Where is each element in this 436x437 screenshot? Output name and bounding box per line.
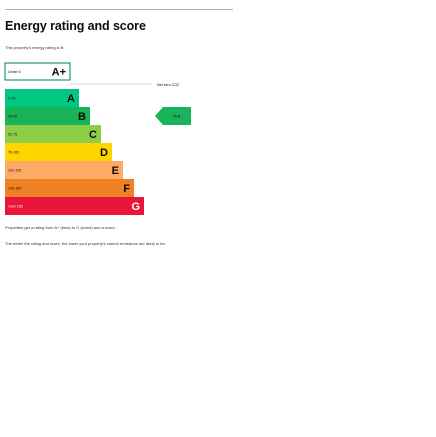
rating-band-range: Under 0 [8, 70, 21, 74]
rating-band-range: 101-125 [8, 169, 21, 173]
current-rating-indicator: 29 B [155, 107, 191, 125]
rating-band-d: 76-100 D [5, 143, 112, 161]
rating-band-g: Over 150 G [5, 197, 144, 215]
rating-band-range: 26-50 [8, 115, 17, 119]
top-divider [5, 9, 233, 10]
rating-band-b: 26-50 B [5, 107, 90, 125]
rating-band-bar [5, 89, 79, 107]
rating-band-letter: E [112, 165, 119, 177]
rating-band-letter: C [89, 129, 97, 141]
rating-band-range: Over 150 [8, 205, 23, 209]
rating-band-a: 0-25 A [5, 89, 79, 107]
current-rating-arrow [155, 107, 191, 125]
net-zero-label: Net zero CO2 [157, 83, 179, 87]
rating-band-letter: A+ [52, 67, 66, 79]
rating-band-letter: A [67, 93, 75, 105]
rating-band-letter: F [123, 183, 130, 195]
rating-band-bar [5, 179, 134, 197]
rating-band-c: 51-75 C [5, 125, 101, 143]
rating-band-letter: D [100, 147, 108, 159]
rating-band-letter: B [78, 111, 86, 123]
rating-band-range: 126-150 [8, 187, 21, 191]
rating-intro: This property's energy rating is B. [5, 45, 65, 50]
rating-band-bar [5, 161, 123, 179]
rating-note-1: Properties get a rating from A+ (best) t… [5, 225, 116, 230]
rating-band-letter: G [131, 201, 140, 213]
current-rating-value: 29 B [173, 115, 181, 119]
rating-band-range: 51-75 [8, 133, 17, 137]
rating-bands: Under 0 A+ 0-25 A 26-50 B 51-75 C 76-100 D 101-125… [4, 62, 144, 215]
rating-band-bar [5, 197, 144, 215]
rating-band-range: 0-25 [8, 97, 15, 101]
rating-band-bar [4, 62, 71, 81]
rating-band-bar [5, 143, 112, 161]
rating-band-e: 101-125 E [5, 161, 123, 179]
rating-band-bar [5, 125, 101, 143]
rating-band-range: 76-100 [8, 151, 19, 155]
rating-note-2: The better the rating and score, the low… [5, 241, 166, 246]
current-rating-pointer: 29 B [155, 107, 191, 125]
page-title: Energy rating and score [5, 19, 146, 33]
rating-band-f: 126-150 F [5, 179, 134, 197]
rating-band-a-plus: Under 0 A+ [4, 62, 71, 81]
rating-band-bar [5, 107, 90, 125]
